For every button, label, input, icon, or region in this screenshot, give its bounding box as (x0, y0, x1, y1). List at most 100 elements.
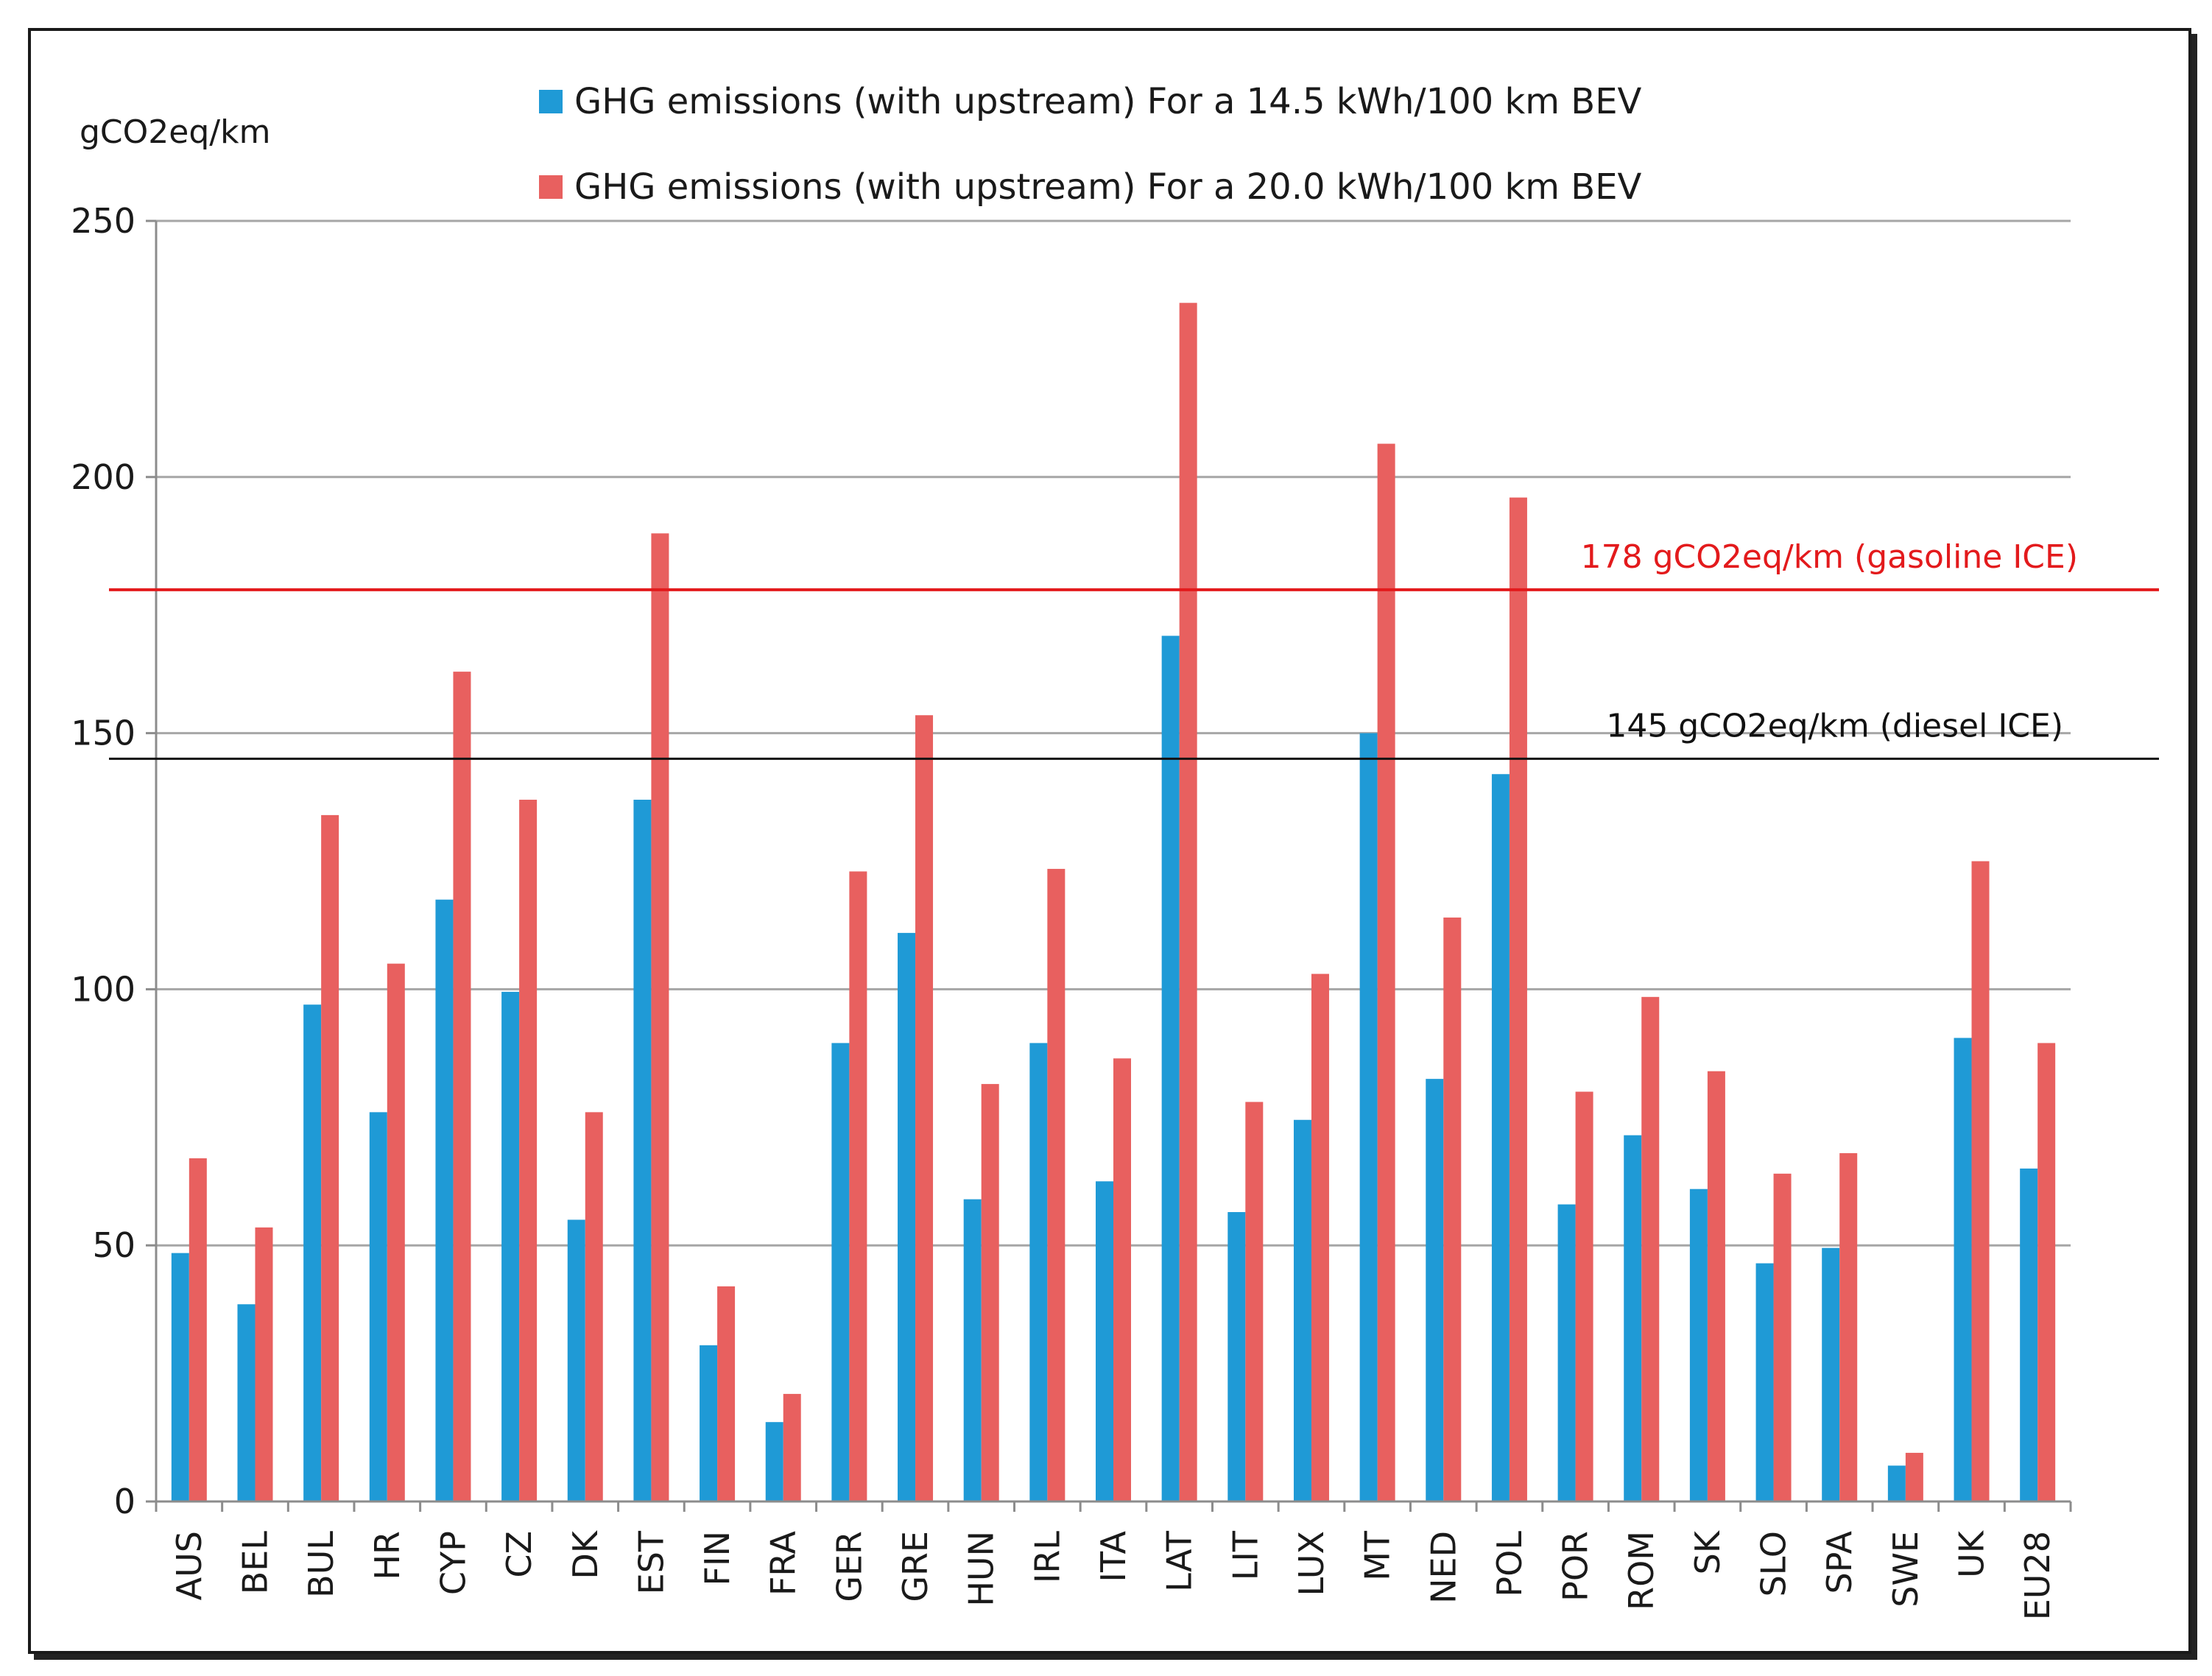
category-label-sk: SK (1688, 1529, 1727, 1574)
axes (155, 221, 2072, 1512)
bar-cz-series-2 (519, 800, 538, 1501)
bar-ita-series-2 (1113, 1058, 1131, 1501)
bar-swe-series-2 (1905, 1452, 1923, 1501)
y-tick-label-150: 150 (71, 714, 135, 753)
x-axis-categories: AUS BEL BUL HR CYP CZ DK EST FIN FRA GER GRE HUN IRL I… (169, 1529, 2057, 1620)
bar-ned-series-2 (1443, 918, 1462, 1501)
bar-dk-series-1 (567, 1219, 585, 1501)
bars (171, 303, 2056, 1502)
bar-gre-series-2 (915, 715, 934, 1501)
bar-lit-series-2 (1245, 1102, 1264, 1501)
bar-dk-series-2 (585, 1112, 603, 1501)
bar-lux-series-1 (1293, 1119, 1311, 1501)
category-label-mt: MT (1358, 1530, 1398, 1581)
bar-slo-series-1 (1755, 1263, 1774, 1501)
bar-aus-series-2 (189, 1158, 207, 1501)
bar-hun-series-2 (981, 1084, 999, 1501)
bar-sk-series-2 (1707, 1071, 1725, 1501)
bar-est-series-1 (633, 800, 652, 1501)
bar-lux-series-2 (1311, 973, 1329, 1501)
bar-bul-series-1 (303, 1004, 322, 1501)
y-axis-label: gCO2eq/km (80, 113, 270, 151)
y-tick-label-200: 200 (71, 457, 135, 497)
bar-pol-series-2 (1509, 497, 1527, 1501)
bar-chart: gCO2eq/km GHG emissions (with upstream) … (71, 81, 2159, 1620)
bar-ned-series-1 (1426, 1079, 1444, 1501)
category-label-hun: HUN (962, 1531, 1001, 1607)
bar-hun-series-1 (963, 1199, 982, 1501)
category-label-slo: SLO (1754, 1531, 1794, 1596)
category-label-hr: HR (367, 1531, 407, 1580)
gridlines (156, 219, 2071, 1247)
bar-fin-series-2 (717, 1286, 736, 1501)
category-label-cyp: CYP (433, 1531, 473, 1595)
y-axis-ticks: 0 50 100 150 200 250 (71, 201, 156, 1521)
y-tick-label-50: 50 (92, 1225, 135, 1265)
bar-fra-series-1 (765, 1422, 783, 1501)
bar-bel-series-2 (255, 1227, 273, 1501)
bar-por-series-1 (1557, 1204, 1576, 1501)
category-label-est: EST (631, 1530, 671, 1594)
category-label-bul: BUL (301, 1531, 341, 1598)
y-tick-label-100: 100 (71, 969, 135, 1009)
bar-fra-series-2 (783, 1393, 801, 1501)
category-label-swe: SWE (1886, 1531, 1926, 1608)
category-label-pol: POL (1490, 1531, 1529, 1597)
bar-est-series-2 (651, 533, 669, 1502)
category-label-lux: LUX (1292, 1531, 1331, 1596)
y-tick-label-0: 0 (114, 1482, 135, 1521)
chart-frame: gCO2eq/km GHG emissions (with upstream) … (28, 28, 2191, 1654)
bar-pol-series-1 (1491, 774, 1510, 1501)
category-label-lit: LIT (1225, 1530, 1265, 1580)
category-label-uk: UK (1952, 1529, 1992, 1578)
bar-lat-series-1 (1161, 635, 1180, 1501)
category-label-irl: IRL (1027, 1531, 1067, 1584)
gasoline-ice-label: 178 gCO2eq/km (gasoline ICE) (1581, 538, 2078, 576)
legend-label-14-5-kwh: GHG emissions (with upstream) For a 14.5… (574, 81, 1642, 122)
legend-swatch-blue (539, 90, 563, 113)
diesel-ice-label: 145 gCO2eq/km (diesel ICE) (1606, 707, 2063, 744)
category-label-aus: AUS (169, 1531, 209, 1600)
bar-por-series-2 (1575, 1091, 1593, 1501)
bar-spa-series-2 (1839, 1152, 1858, 1501)
category-label-eu28: EU28 (2018, 1531, 2057, 1620)
category-label-ned: NED (1423, 1531, 1463, 1604)
category-label-spa: SPA (1820, 1530, 1859, 1594)
bar-swe-series-1 (1887, 1465, 1906, 1501)
category-label-gre: GRE (895, 1531, 935, 1602)
bar-ger-series-2 (849, 871, 867, 1501)
category-label-rom: ROM (1621, 1531, 1661, 1610)
bar-spa-series-1 (1822, 1247, 1840, 1501)
bar-bul-series-2 (321, 814, 339, 1501)
bar-mt-series-2 (1377, 443, 1395, 1502)
bar-aus-series-1 (171, 1253, 189, 1501)
bar-uk-series-2 (1971, 861, 1990, 1501)
category-label-por: POR (1556, 1531, 1596, 1602)
bar-hr-series-2 (387, 963, 405, 1501)
category-label-cz: CZ (499, 1531, 539, 1578)
legend-label-20-0-kwh: GHG emissions (with upstream) For a 20.0… (574, 166, 1642, 208)
bar-gre-series-1 (898, 932, 916, 1501)
category-label-dk: DK (566, 1529, 605, 1579)
legend: GHG emissions (with upstream) For a 14.5… (539, 81, 1642, 208)
bar-cyp-series-1 (435, 899, 454, 1501)
bar-cyp-series-2 (453, 672, 471, 1502)
bar-ger-series-1 (831, 1043, 850, 1501)
bar-rom-series-2 (1641, 996, 1660, 1501)
category-label-fin: FIN (697, 1531, 737, 1585)
y-tick-label-250: 250 (71, 201, 135, 241)
category-label-ita: ITA (1093, 1530, 1133, 1582)
bar-irl-series-2 (1047, 868, 1066, 1501)
bar-sk-series-1 (1689, 1189, 1708, 1501)
bar-ita-series-1 (1096, 1181, 1113, 1501)
bar-fin-series-1 (700, 1345, 718, 1501)
category-label-ger: GER (829, 1531, 869, 1602)
bar-rom-series-1 (1624, 1135, 1642, 1501)
category-label-lat: LAT (1160, 1530, 1200, 1592)
reference-lines: 178 gCO2eq/km (gasoline ICE) 145 gCO2eq/… (109, 538, 2159, 760)
bar-eu28-series-1 (2020, 1168, 2038, 1501)
bar-lat-series-2 (1179, 303, 1197, 1501)
bar-irl-series-1 (1029, 1043, 1048, 1501)
bar-lit-series-1 (1227, 1211, 1246, 1501)
bar-hr-series-1 (369, 1112, 387, 1501)
